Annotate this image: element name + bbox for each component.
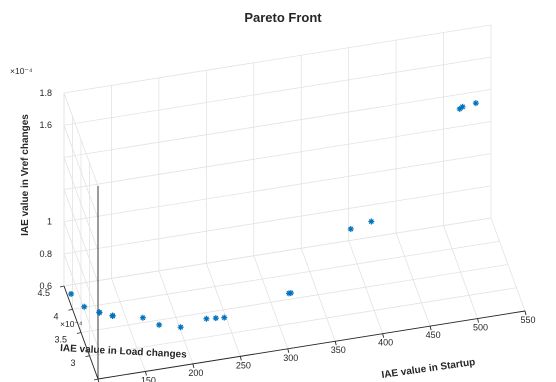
grid-line — [72, 240, 500, 310]
grid-line — [63, 157, 99, 251]
z-axis-label: IAE value in Vref changes — [20, 114, 31, 236]
grid-lines — [63, 24, 526, 380]
y-tick-mark — [93, 378, 99, 381]
grid-line — [63, 189, 99, 283]
x-tick-mark — [429, 326, 432, 331]
chart-title: Pareto Front — [244, 10, 322, 25]
grid-line — [63, 185, 492, 255]
x-tick-label: 250 — [236, 360, 251, 370]
x-tick-mark — [334, 341, 337, 346]
grid-line — [63, 217, 492, 287]
x-tick-label: 200 — [188, 368, 203, 378]
z-tick-label: 0.8 — [39, 249, 52, 259]
grid-line — [63, 253, 99, 347]
x-tick-mark — [97, 378, 100, 382]
x-tick-label: 400 — [378, 338, 393, 348]
data-point — [472, 100, 479, 107]
x-tick-label: 300 — [283, 353, 298, 363]
data-point — [459, 103, 466, 110]
axes — [59, 186, 527, 382]
z-tick-label: 1.8 — [39, 88, 52, 98]
grid-line — [63, 56, 492, 126]
z-axis-exponent: ×10⁻⁴ — [10, 66, 33, 76]
tick-labels: 1001502002503003504004505005502.533.544.… — [37, 88, 535, 382]
grid-line — [63, 92, 99, 187]
y-tick-label: 4 — [53, 311, 58, 321]
z-tick-label: 1.6 — [39, 120, 52, 130]
grid-line — [89, 287, 517, 357]
z-tick-label: 1 — [47, 217, 52, 227]
grid-line — [63, 153, 492, 223]
x-tick-label: 350 — [331, 345, 346, 355]
y-tick-mark — [59, 285, 65, 288]
grid-line — [63, 125, 99, 219]
data-point — [68, 290, 75, 297]
y-axis-exponent: ×10⁻⁴ — [60, 319, 83, 329]
data-point — [156, 321, 163, 328]
x-tick-label: 450 — [426, 330, 441, 340]
data-point — [368, 218, 375, 225]
x-tick-mark — [192, 363, 195, 368]
x-tick-mark — [382, 333, 385, 338]
y-tick-label: 3.5 — [54, 335, 67, 345]
data-point — [221, 314, 228, 321]
grid-line — [80, 264, 509, 333]
z-tick-label: 0.6 — [39, 281, 52, 291]
y-tick-mark — [85, 355, 90, 358]
data-point — [109, 313, 116, 320]
x-tick-mark — [524, 310, 527, 316]
x-tick-label: 550 — [520, 315, 535, 325]
data-points — [68, 100, 479, 331]
data-point — [81, 303, 88, 310]
grid-line — [63, 121, 492, 190]
x-tick-mark — [287, 348, 290, 353]
y-tick-label: 4.5 — [37, 288, 50, 298]
y-tick-mark — [68, 308, 73, 311]
x-tick-label: 150 — [141, 375, 156, 382]
data-point — [177, 324, 184, 331]
x-tick-mark — [477, 318, 479, 323]
data-point — [139, 314, 146, 321]
data-point — [347, 225, 354, 232]
x-axis-line — [97, 310, 526, 380]
x-tick-mark — [239, 356, 242, 361]
x-axis-label: IAE value in Startup — [381, 357, 476, 381]
data-point — [287, 290, 294, 297]
x-tick-label: 500 — [473, 323, 488, 333]
y-tick-mark — [76, 332, 82, 334]
x-tick-mark — [145, 371, 147, 376]
grid-line — [63, 221, 99, 315]
grid-line — [63, 88, 492, 158]
data-point — [212, 315, 219, 322]
grid-line — [63, 24, 492, 94]
data-point — [203, 315, 210, 322]
data-point — [96, 309, 103, 316]
y-tick-label: 3 — [70, 358, 75, 368]
